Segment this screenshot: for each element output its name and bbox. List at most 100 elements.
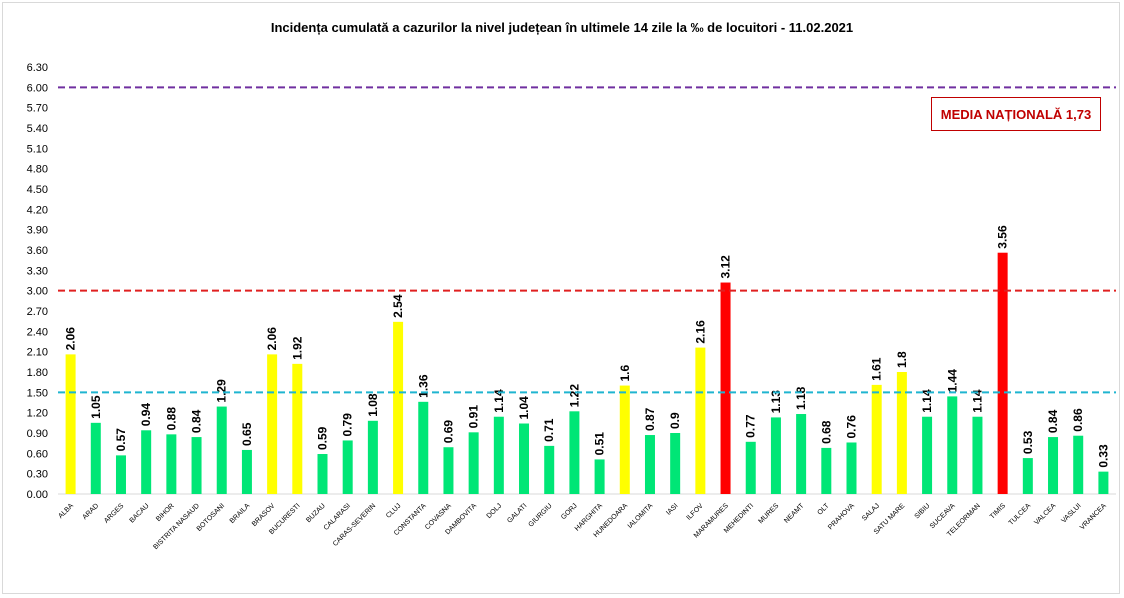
data-label: 0.59	[316, 426, 330, 450]
data-label: 1.05	[89, 395, 103, 419]
data-label: 2.16	[693, 320, 707, 344]
bar	[519, 423, 530, 494]
data-label: 1.36	[416, 374, 430, 398]
x-tick-label: VALCEA	[1033, 502, 1057, 526]
bar	[619, 385, 630, 494]
x-tick-label: GORJ	[560, 502, 579, 521]
x-tick-label: CARAS-SEVERIN	[332, 502, 377, 547]
bar	[720, 282, 731, 494]
bar	[1098, 471, 1109, 494]
x-tick-label: ARGES	[103, 502, 126, 525]
y-tick-label: 1.50	[27, 387, 48, 399]
bar	[267, 354, 278, 494]
bar	[544, 445, 555, 494]
bar	[594, 459, 605, 494]
bar	[670, 433, 681, 494]
y-tick-label: 5.70	[27, 103, 48, 115]
x-tick-label: IASI	[665, 502, 679, 516]
data-label: 0.51	[593, 432, 607, 456]
bar	[166, 434, 177, 494]
bar	[821, 447, 832, 494]
y-tick-label: 4.80	[27, 164, 48, 176]
bar	[770, 417, 781, 494]
y-tick-label: 3.60	[27, 245, 48, 257]
x-tick-label: ILFOV	[686, 502, 705, 521]
y-tick-label: 2.10	[27, 347, 48, 359]
data-label: 1.6	[618, 365, 632, 382]
y-tick-label: 1.20	[27, 408, 48, 420]
x-tick-label: BIHOR	[155, 502, 176, 523]
bar	[393, 321, 404, 494]
y-tick-label: 3.90	[27, 225, 48, 237]
data-label: 1.04	[517, 396, 531, 420]
bar	[216, 406, 227, 494]
x-tick-label: VRANCEA	[1079, 502, 1108, 531]
bar	[493, 416, 504, 494]
y-tick-label: 6.00	[27, 82, 48, 94]
x-tick-label: GALATI	[506, 502, 528, 524]
y-tick-label: 2.70	[27, 306, 48, 318]
data-label: 0.86	[1071, 408, 1085, 432]
data-label: 0.33	[1096, 444, 1110, 468]
bar	[896, 372, 907, 494]
data-label: 0.84	[190, 409, 204, 433]
x-tick-label: ALBA	[57, 502, 75, 520]
bar	[569, 411, 580, 494]
data-label: 0.69	[441, 420, 455, 444]
data-label: 2.06	[64, 327, 78, 351]
y-tick-label: 0.30	[27, 469, 48, 481]
data-label: 0.65	[240, 422, 254, 446]
bar	[90, 422, 101, 494]
x-tick-label: GIURGIU	[527, 502, 553, 528]
data-label: 1.14	[492, 389, 506, 413]
y-tick-label: 6.30	[27, 62, 48, 74]
bar	[141, 430, 152, 494]
data-label: 1.14	[920, 389, 934, 413]
bar	[644, 435, 655, 494]
x-tick-label: BUZAU	[305, 502, 327, 524]
bar	[947, 396, 958, 494]
data-label: 0.9	[668, 412, 682, 429]
y-tick-label: 1.80	[27, 367, 48, 379]
y-tick-label: 0.00	[27, 489, 48, 501]
bar	[972, 416, 983, 494]
x-tick-label: CLUJ	[385, 502, 402, 519]
bar	[115, 455, 126, 494]
data-label: 1.22	[567, 384, 581, 408]
data-label: 1.13	[769, 390, 783, 414]
bar	[997, 252, 1008, 494]
data-label: 3.12	[719, 255, 733, 279]
bar	[846, 442, 857, 494]
x-tick-label: BRASOV	[251, 502, 277, 528]
data-label: 0.76	[845, 415, 859, 439]
x-tick-label: DOLJ	[486, 502, 504, 520]
y-tick-label: 5.40	[27, 123, 48, 135]
data-label: 1.92	[290, 336, 304, 360]
x-tick-label: SIBIU	[914, 502, 932, 520]
data-label: 0.91	[467, 405, 481, 429]
bar	[922, 416, 933, 494]
x-tick-label: PRAHOVA	[827, 502, 856, 531]
data-label: 3.56	[996, 225, 1010, 249]
bar	[1048, 437, 1059, 494]
bar	[317, 454, 328, 494]
data-label: 1.08	[366, 393, 380, 417]
x-tick-label: MURES	[758, 502, 781, 525]
data-label: 0.77	[744, 414, 758, 438]
y-tick-label: 0.60	[27, 448, 48, 460]
data-label: 2.06	[265, 327, 279, 351]
bar	[241, 449, 252, 494]
national-average-annotation: MEDIA NAȚIONALĂ 1,73	[931, 97, 1101, 131]
y-tick-label: 2.40	[27, 326, 48, 338]
data-label: 0.94	[139, 403, 153, 427]
bar	[418, 401, 429, 494]
data-label: 1.8	[895, 351, 909, 368]
bar	[443, 447, 454, 494]
x-tick-label: IALOMITA	[627, 502, 655, 530]
x-tick-label: OLT	[817, 502, 832, 517]
x-tick-label: SALAJ	[861, 502, 881, 522]
x-tick-label: TIMIS	[989, 502, 1007, 520]
data-label: 0.53	[1021, 430, 1035, 454]
